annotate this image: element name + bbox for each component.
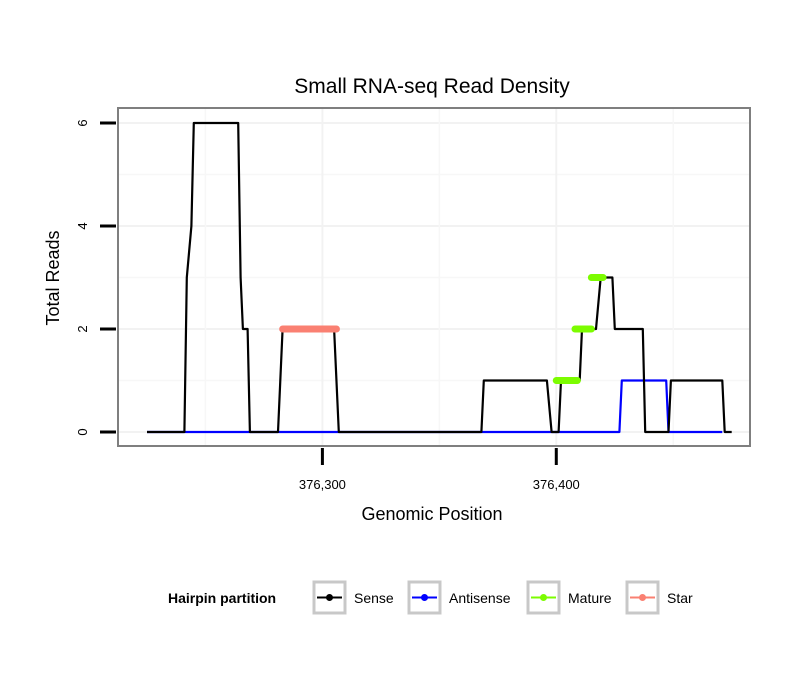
y-axis: 0 2 4 6 <box>75 119 116 436</box>
chart-title: Small RNA-seq Read Density <box>294 75 570 98</box>
legend-key-dot <box>326 594 333 601</box>
legend-title: Hairpin partition <box>168 590 276 606</box>
legend: Hairpin partition Sense Antisense Mature… <box>168 580 693 615</box>
legend-item-antisense: Antisense <box>407 580 511 615</box>
legend-key-dot <box>540 594 547 601</box>
legend-item-mature: Mature <box>526 580 612 615</box>
legend-label: Antisense <box>449 590 511 606</box>
x-tick-label: 376,300 <box>299 477 346 492</box>
y-tick-label: 6 <box>75 119 90 126</box>
series-layer <box>147 121 732 434</box>
x-axis: 376,300 376,400 <box>299 448 580 492</box>
plot-border <box>117 107 751 447</box>
legend-key-dot <box>639 594 646 601</box>
x-tick-label: 376,400 <box>533 477 580 492</box>
grid-lines <box>118 108 750 446</box>
y-tick-label: 0 <box>75 428 90 435</box>
series-line-sense <box>147 121 732 434</box>
legend-item-star: Star <box>625 580 693 615</box>
legend-key-dot <box>421 594 428 601</box>
legend-label: Star <box>667 590 693 606</box>
legend-item-sense: Sense <box>312 580 394 615</box>
legend-label: Sense <box>354 590 394 606</box>
x-axis-title: Genomic Position <box>361 504 502 524</box>
y-axis-title: Total Reads <box>43 230 63 325</box>
y-tick-label: 2 <box>75 325 90 332</box>
legend-label: Mature <box>568 590 612 606</box>
y-tick-label: 4 <box>75 222 90 229</box>
